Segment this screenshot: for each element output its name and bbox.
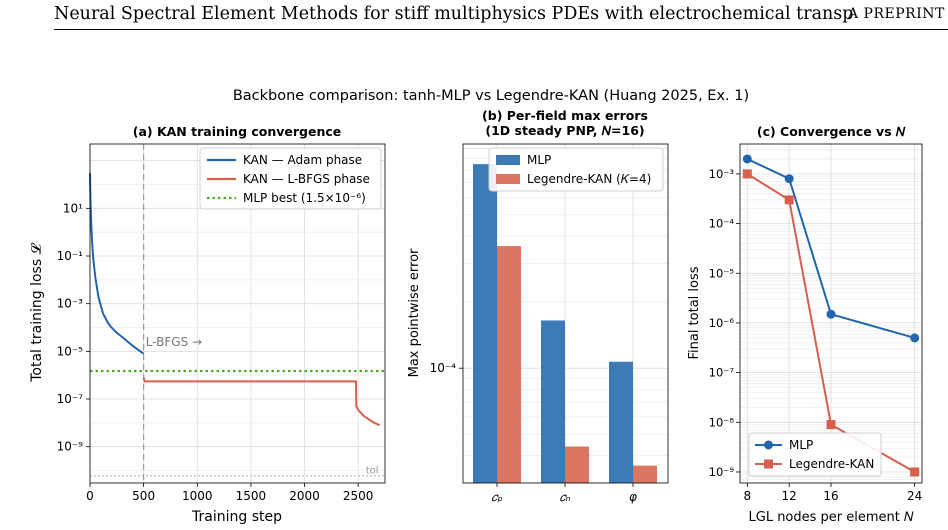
panel-c-xlabel: LGL nodes per element 𝑁 (749, 510, 915, 525)
panel-a-title: (a) KAN training convergence (133, 124, 342, 139)
series-adam-line (89, 173, 145, 355)
x-tick-label: 2000 (289, 489, 320, 503)
x-tick-label: 24 (907, 489, 922, 503)
marker-kan (784, 195, 794, 205)
marker-kan (910, 467, 920, 477)
panel-b-chart: 𝑐ₚ 𝑐ₙ φ 10⁻⁴ (b) Per-field max errors (1D s… (407, 108, 669, 504)
y-tick-label: 10⁻⁵ (709, 266, 735, 280)
y-tick-label: 10⁻³ (709, 167, 735, 181)
category-label: φ (629, 490, 637, 504)
x-tick-label: 12 (782, 489, 797, 503)
legend-swatch (496, 155, 520, 165)
bar-legendre-kan (633, 465, 657, 483)
panel-c-chart: 8 12 16 24 10⁻³ 10⁻⁴ 10⁻⁵ 10⁻⁶ 10⁻⁷ 10⁻⁸ 10⁻⁹ (c) … (687, 124, 923, 525)
bar-mlp (541, 320, 565, 483)
legend-marker (764, 440, 773, 450)
legend-label: MLP (527, 153, 551, 167)
y-tick-label: 10⁻⁹ (709, 465, 735, 479)
panel-b-title-line2: (1D steady PNP, 𝑁=16) (485, 123, 644, 138)
panel-a-frame (89, 143, 386, 484)
category-label: 𝑐ₚ (491, 490, 502, 504)
legend-label: MLP best (1.5×10⁻⁶) (243, 191, 366, 205)
bar-mlp (473, 164, 497, 483)
panel-a-legend: KAN — Adam phase KAN — L-BFGS phase MLP be… (199, 147, 382, 210)
tol-annotation: tol (366, 466, 379, 477)
panel-c-legend: MLP Legendre-KAN (748, 432, 882, 477)
header-rule (54, 29, 948, 30)
y-tick-label: 10⁻⁴ (430, 361, 457, 375)
marker-mlp (826, 309, 836, 319)
running-header-title: Neural Spectral Element Methods for stif… (54, 4, 854, 24)
y-tick-label: 10⁻⁴ (709, 217, 735, 231)
legend-box (748, 432, 882, 477)
x-tick-label: 500 (132, 489, 155, 503)
series-mlp-line (746, 158, 915, 339)
legend-marker (764, 459, 773, 469)
y-tick-label: 10⁻¹ (57, 249, 84, 263)
panel-a-chart: L-BFGS → tol 0 500 1000 1500 2000 2500 10¹ 10⁻¹ 1… (29, 124, 386, 525)
x-tick-label: 1500 (236, 489, 267, 503)
panel-b-legend: MLP Legendre-KAN (𝐾=4) (488, 147, 664, 192)
legend-swatch (496, 174, 520, 184)
panel-c-ylabel: Final total loss (687, 266, 702, 359)
preprint-tag: A PREPRINT (848, 6, 945, 22)
series-lbfgs-line (142, 377, 380, 427)
y-tick-label: 10⁻⁷ (709, 366, 735, 380)
bar-legendre-kan (497, 246, 521, 483)
x-tick-label: 1000 (182, 489, 213, 503)
bar-mlp (609, 361, 633, 483)
panel-a-ylabel: Total training loss 𝓛 (29, 242, 45, 382)
y-tick-label: 10⁻⁵ (57, 344, 84, 358)
marker-kan (826, 420, 836, 430)
bar-legendre-kan (565, 446, 589, 483)
y-tick-label: 10⁻⁶ (709, 316, 735, 330)
legend-label: Legendre-KAN (𝐾=4) (527, 172, 651, 186)
y-tick-label: 10⁻⁸ (709, 415, 735, 429)
figure-suptitle: Backbone comparison: tanh-MLP vs Legendr… (233, 88, 749, 104)
panel-b-ylabel: Max pointwise error (407, 248, 422, 377)
x-tick-label: 16 (823, 489, 838, 503)
x-tick-label: 0 (86, 489, 94, 503)
panel-b-title-line1: (b) Per-field max errors (482, 108, 648, 123)
marker-mlp (784, 174, 794, 184)
y-tick-label: 10¹ (63, 201, 83, 215)
panel-c-title: (c) Convergence vs 𝑁 (757, 124, 906, 139)
legend-label: MLP (789, 438, 813, 452)
legend-label: KAN — L-BFGS phase (243, 172, 370, 186)
legend-label: KAN — Adam phase (243, 153, 362, 167)
legend-box (199, 147, 382, 210)
lbfgs-annotation: L-BFGS → (146, 335, 202, 349)
panel-a-xlabel: Training step (191, 509, 282, 525)
y-tick-label: 10⁻⁷ (57, 392, 84, 406)
category-label: 𝑐ₙ (560, 490, 571, 504)
y-tick-label: 10⁻³ (57, 297, 84, 311)
x-tick-label: 2500 (343, 489, 374, 503)
panel-b-frame (462, 143, 669, 484)
marker-mlp (910, 333, 920, 343)
legend-label: Legendre-KAN (789, 457, 874, 471)
marker-kan (742, 169, 752, 179)
y-tick-label: 10⁻⁹ (57, 440, 84, 454)
legend-box (488, 147, 664, 192)
x-tick-label: 8 (744, 489, 752, 503)
marker-mlp (742, 154, 752, 164)
